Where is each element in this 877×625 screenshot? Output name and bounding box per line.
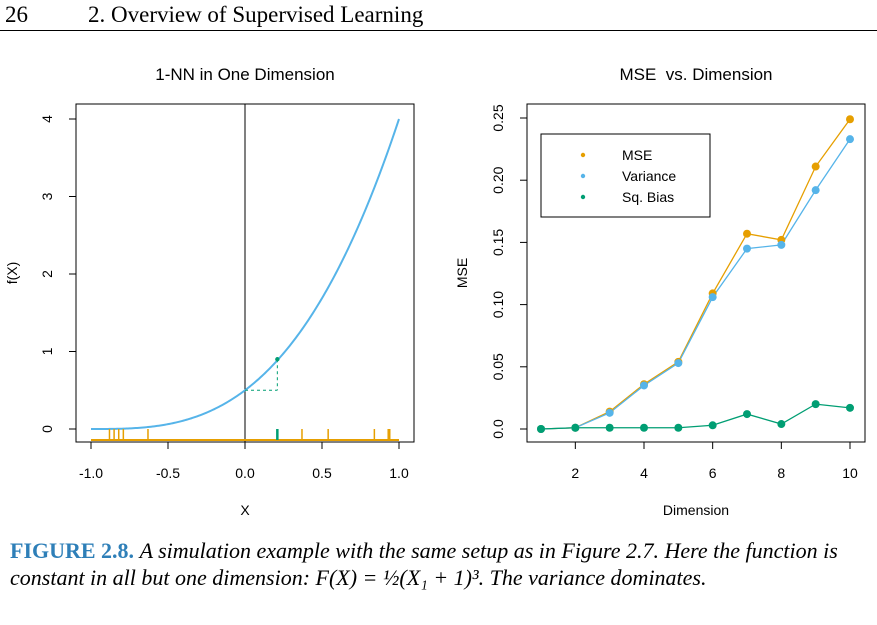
figure-caption: FIGURE 2.8. A simulation example with th… (10, 537, 870, 591)
data-point-bias (811, 400, 820, 409)
y-tick-label: 0.25 (490, 104, 506, 131)
x-tick-label: 1.0 (389, 465, 409, 481)
data-point-variance (743, 244, 751, 253)
data-point-variance (777, 240, 786, 249)
chart-title: MSE vs. Dimension (619, 65, 772, 84)
y-tick-label: 0.05 (490, 353, 506, 380)
x-axis-label: Dimension (663, 502, 729, 518)
legend-marker-bias (580, 194, 586, 200)
chart-title: 1-NN in One Dimension (155, 65, 335, 84)
data-point-bias (674, 423, 683, 432)
data-point-bias (846, 403, 854, 412)
chart-1nn: 1-NN in One Dimension X f(X) -1.0 -0.5 0.0… (4, 65, 415, 518)
data-point-variance (674, 359, 683, 368)
x-axis-label: X (240, 502, 250, 518)
x-tick-label: 0.5 (312, 465, 332, 481)
data-point-variance (640, 381, 648, 390)
x-tick-label: -1.0 (79, 465, 103, 481)
data-point-mse (811, 162, 820, 171)
data-point-bias (640, 423, 648, 432)
y-tick-label: 1 (39, 347, 55, 355)
nearest-neighbor-point (275, 357, 280, 362)
chart-mse: MSE vs. Dimension Dimension MSE 2 4 6 8 10 0… (454, 65, 866, 518)
legend-label-mse: MSE (622, 147, 652, 163)
y-tick-label: 0.0 (490, 419, 506, 439)
x-tick-label: 8 (777, 465, 785, 481)
legend-marker-mse (580, 152, 586, 158)
y-tick-label: 4 (39, 115, 55, 123)
x-tick-label: -0.5 (156, 465, 180, 481)
y-tick-label: 2 (39, 270, 55, 278)
y-axis-label: f(X) (4, 262, 20, 285)
legend: MSE Variance Sq. Bias (540, 133, 711, 218)
legend-label-bias: Sq. Bias (622, 189, 674, 205)
data-point-mse (846, 115, 854, 124)
x-tick-label: 0.0 (235, 465, 255, 481)
data-point-variance (811, 186, 820, 195)
chapter-title: 2. Overview of Supervised Learning (88, 2, 424, 27)
x-tick-label: 4 (640, 465, 648, 481)
y-axis-label: MSE (454, 258, 470, 288)
data-point-bias (743, 410, 751, 419)
data-point-bias (605, 423, 614, 432)
legend-box (540, 133, 711, 218)
page-number: 26 (5, 2, 28, 27)
data-point-variance (846, 135, 854, 144)
x-tick-label: 2 (571, 465, 579, 481)
data-point-variance (708, 293, 717, 302)
data-point-bias (537, 425, 545, 433)
caption-label: FIGURE 2.8. (10, 538, 135, 563)
data-point-variance (605, 408, 614, 417)
data-point-mse (743, 229, 751, 238)
caption-text: A simulation example with the same setup… (10, 538, 838, 590)
data-point-bias (708, 421, 717, 430)
y-tick-label: 0 (39, 425, 55, 433)
x-tick-label: 10 (842, 465, 858, 481)
y-tick-label: 3 (39, 192, 55, 200)
y-tick-label: 0.20 (490, 166, 506, 193)
plot-frame (526, 103, 866, 443)
y-tick-label: 0.15 (490, 229, 506, 256)
y-tick-label: 0.10 (490, 291, 506, 318)
x-tick-label: 6 (709, 465, 717, 481)
legend-marker-variance (580, 173, 586, 179)
figure: 1-NN in One Dimension X f(X) -1.0 -0.5 0.0… (4, 65, 866, 518)
data-point-bias (777, 420, 786, 429)
series-line-bias (540, 403, 851, 430)
data-point-bias (571, 423, 580, 432)
series-line-variance (540, 138, 851, 430)
legend-label-variance: Variance (622, 168, 676, 184)
page-header: 26 2. Overview of Supervised Learning (0, 0, 877, 31)
